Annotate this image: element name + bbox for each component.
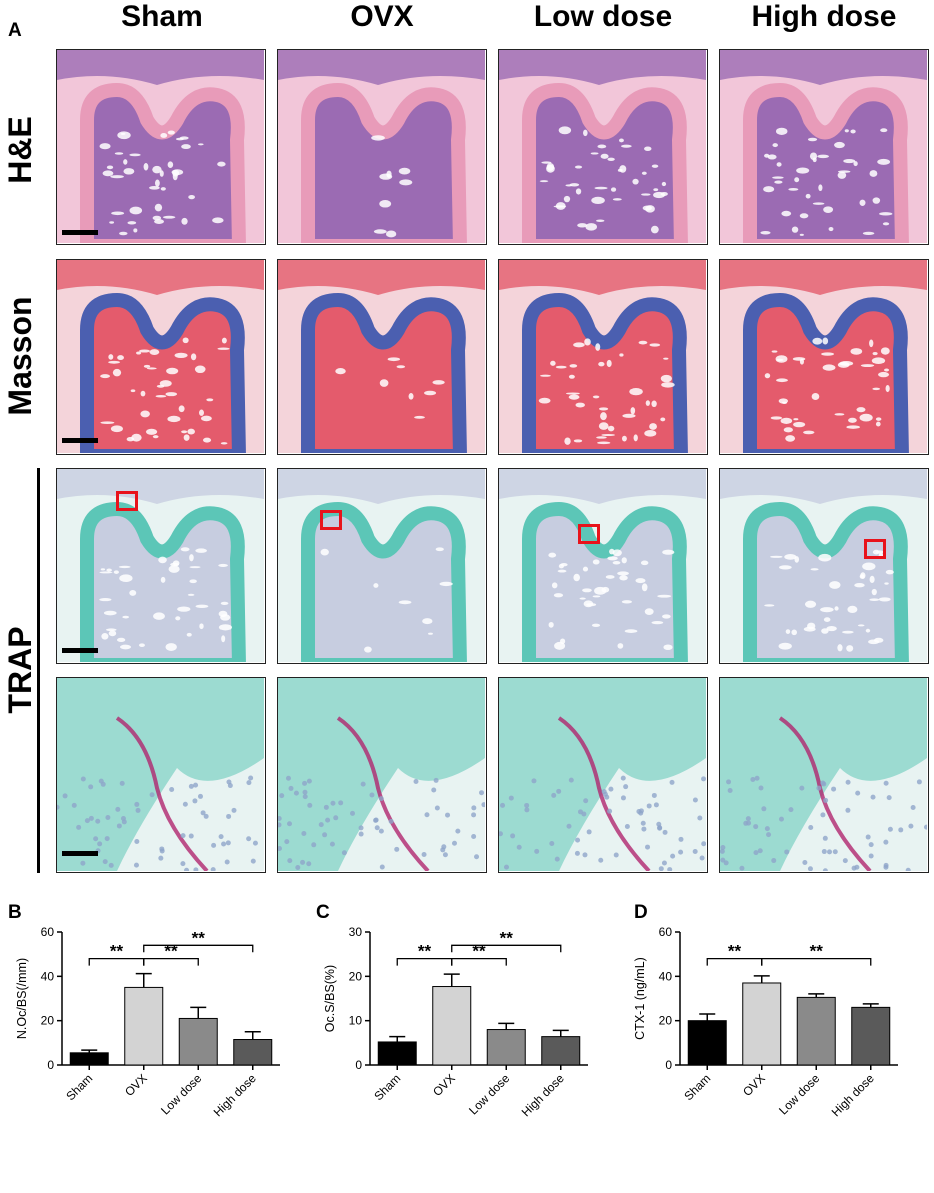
scale-bar [62, 648, 98, 653]
x-tick-label: OVX [740, 1071, 768, 1099]
micrograph-trap-sham [56, 468, 266, 664]
column-header-high-dose: High dose [751, 0, 897, 33]
column-header-sham: Sham [121, 0, 203, 33]
micrograph-trap-low-dose [498, 468, 708, 664]
micrograph-trap-zoom-sham [56, 677, 266, 873]
y-axis-label: CTX-1 (ng/mL) [633, 957, 647, 1040]
micrograph-trap-high-dose [719, 468, 929, 664]
bar-sham [687, 1020, 727, 1066]
column-header-low-dose: Low dose [533, 0, 673, 33]
bar-low-dose [486, 1029, 526, 1066]
chart-c-svg: Oc.S/BS(%) 0 10 20 30 Sham OVX Low dose High dos… [323, 925, 588, 1119]
x-tick-label: Sham [371, 1071, 403, 1103]
panel-label-c: C [316, 902, 330, 923]
y-tick-label: 20 [41, 1014, 55, 1028]
micrograph-masson-high-dose [719, 259, 929, 455]
micrograph-masson-ovx [277, 259, 487, 455]
x-tick-label: Low dose [466, 1071, 512, 1117]
micrograph-trap-zoom-ovx [277, 677, 487, 873]
micrograph-trap-ovx [277, 468, 487, 664]
y-tick-label: 0 [665, 1058, 672, 1072]
y-tick-label: 10 [349, 1014, 363, 1028]
bar-ovx [742, 982, 782, 1066]
x-tick-label: High dose [519, 1071, 567, 1119]
y-axis-label: Oc.S/BS(%) [323, 965, 337, 1032]
significance-label: ** [418, 942, 432, 961]
significance-label: ** [500, 928, 514, 947]
significance-label: ** [472, 942, 486, 961]
chart-b-svg: N.Oc/BS(/mm) 0 20 40 60 Sham OVX Low dose High d… [15, 925, 280, 1119]
y-tick-label: 40 [659, 969, 673, 983]
micrograph-trap-zoom-high-dose [719, 677, 929, 873]
x-tick-label: High dose [829, 1071, 877, 1119]
x-tick-label: Sham [63, 1071, 95, 1103]
significance-label: ** [110, 942, 124, 961]
x-tick-label: Low dose [776, 1071, 822, 1117]
chart-c-ocs-bs: Oc.S/BS(%) 0 10 20 30 Sham OVX Low dose High dos… [318, 905, 623, 1188]
row-label-trap: TRAP [2, 626, 38, 714]
roi-box [578, 524, 600, 544]
row-label-masson: Masson [2, 296, 38, 416]
chart-d-ctx1: CTX-1 (ng/mL) 0 20 40 60 Sham OVX Low dose High … [628, 905, 933, 1188]
scale-bar [62, 851, 98, 856]
bar-ovx [124, 986, 164, 1066]
panel-label-d: D [634, 902, 648, 923]
roi-box [116, 491, 138, 511]
bar-high-dose [233, 1039, 273, 1066]
y-tick-label: 0 [47, 1058, 54, 1072]
bar-low-dose [796, 996, 836, 1066]
significance-label: ** [192, 928, 206, 947]
significance-label: ** [728, 942, 742, 961]
trap-row-bracket [37, 468, 40, 873]
chart-b-noc-bs: N.Oc/BS(/mm) 0 20 40 60 Sham OVX Low dose High d… [10, 905, 315, 1188]
significance-bracket [143, 944, 254, 953]
row-label-he: H&E [2, 116, 38, 184]
significance-label: ** [810, 942, 824, 961]
y-tick-label: 20 [349, 969, 363, 983]
roi-box [864, 539, 886, 559]
scale-bar [62, 230, 98, 235]
micrograph-he-high-dose [719, 49, 929, 245]
x-tick-label: Sham [681, 1071, 713, 1103]
significance-bracket [451, 944, 562, 953]
significance-label: ** [164, 942, 178, 961]
y-axis-label: N.Oc/BS(/mm) [15, 958, 29, 1039]
x-tick-label: OVX [122, 1071, 150, 1099]
micrograph-masson-low-dose [498, 259, 708, 455]
bar-sham [377, 1041, 417, 1066]
y-tick-label: 60 [41, 925, 55, 939]
significance-bracket [761, 957, 872, 966]
bar-high-dose [851, 1006, 891, 1066]
scale-bar [62, 438, 98, 443]
y-tick-label: 30 [349, 925, 363, 939]
micrograph-he-sham [56, 49, 266, 245]
panel-label-a: A [8, 20, 22, 41]
bar-high-dose [541, 1036, 581, 1066]
significance-bracket [143, 957, 199, 966]
y-tick-label: 20 [659, 1014, 673, 1028]
significance-bracket [451, 957, 507, 966]
bar-ovx [432, 986, 472, 1066]
x-tick-label: Low dose [158, 1071, 204, 1117]
micrograph-he-ovx [277, 49, 487, 245]
micrograph-trap-zoom-low-dose [498, 677, 708, 873]
y-tick-label: 40 [41, 969, 55, 983]
x-tick-label: High dose [211, 1071, 259, 1119]
panel-label-b: B [8, 902, 22, 923]
y-tick-label: 0 [355, 1058, 362, 1072]
bar-sham [69, 1052, 109, 1066]
bar-low-dose [178, 1017, 218, 1066]
micrograph-he-low-dose [498, 49, 708, 245]
chart-d-svg: CTX-1 (ng/mL) 0 20 40 60 Sham OVX Low dose High … [633, 925, 898, 1119]
x-tick-label: OVX [430, 1071, 458, 1099]
roi-box [320, 510, 342, 530]
micrograph-masson-sham [56, 259, 266, 455]
y-tick-label: 60 [659, 925, 673, 939]
column-header-ovx: OVX [350, 0, 414, 33]
